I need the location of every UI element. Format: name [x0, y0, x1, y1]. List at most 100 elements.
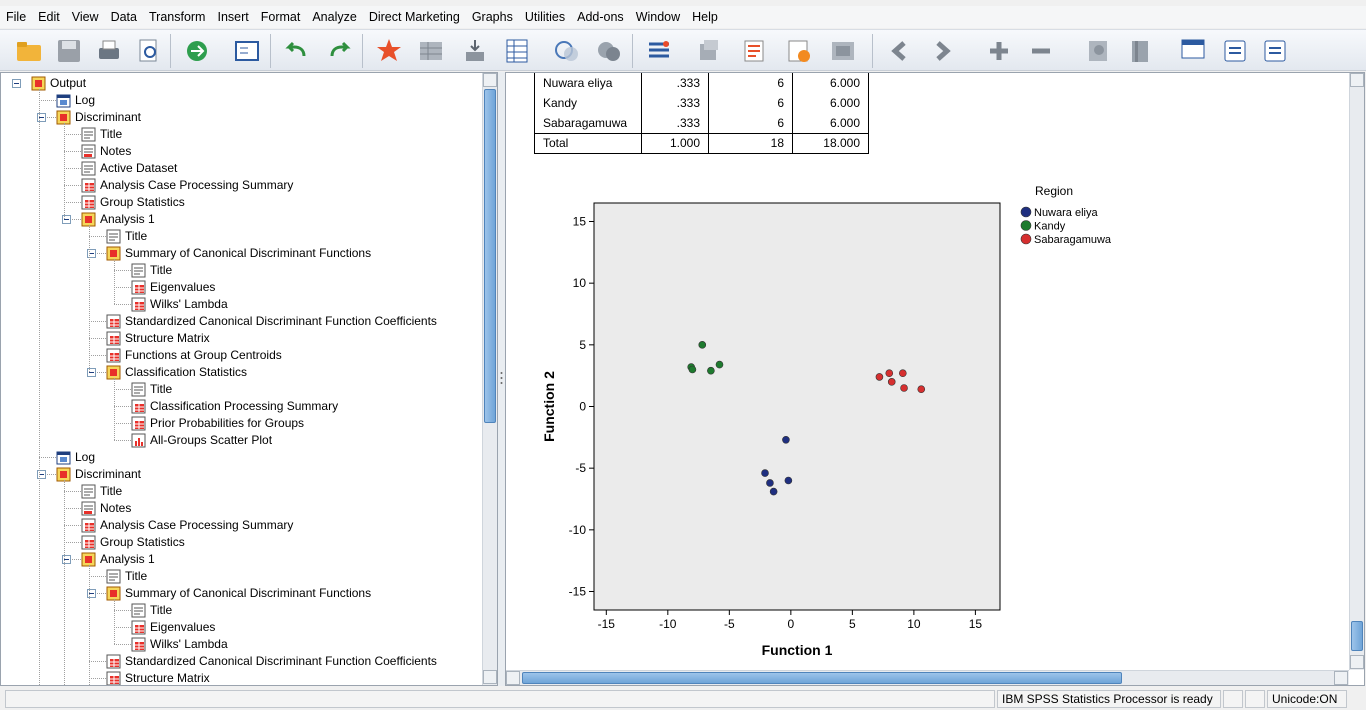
menu-edit[interactable]: Edit: [38, 10, 60, 24]
output-outline-pane[interactable]: Output Log Discriminant Title Notes Active Da…: [0, 72, 498, 686]
outline-item-summary-of-canonical-discriminant-functions[interactable]: Summary of Canonical Discriminant Functi…: [106, 585, 371, 602]
undo-icon[interactable]: [280, 34, 314, 68]
outline-item-summary-of-canonical-discriminant-functions[interactable]: Summary of Canonical Discriminant Functi…: [106, 245, 371, 262]
content-vertical-scrollbar[interactable]: [1349, 73, 1364, 670]
outline-item-classification-statistics[interactable]: Classification Statistics: [106, 364, 247, 381]
collapse-toggle-icon[interactable]: [87, 368, 96, 377]
outline-item-title[interactable]: Title: [81, 126, 122, 143]
outline-item-title[interactable]: Title: [106, 568, 147, 585]
scrollbar-thumb[interactable]: [1351, 621, 1363, 651]
export-icon[interactable]: [180, 34, 214, 68]
outline-item-classification-processing-summary[interactable]: Classification Processing Summary: [131, 398, 338, 415]
outline-item-functions-at-group-centroids[interactable]: Functions at Group Centroids: [106, 347, 282, 364]
scroll-down-arrow-icon[interactable]: [1350, 655, 1364, 669]
split-icon[interactable]: [1258, 34, 1292, 68]
outline-item-title[interactable]: Title: [131, 262, 172, 279]
collapse-toggle-icon[interactable]: [12, 79, 21, 88]
menu-help[interactable]: Help: [692, 10, 718, 24]
outline-item-title[interactable]: Title: [131, 381, 172, 398]
pivot-icon[interactable]: [1218, 34, 1252, 68]
scrollbar-thumb[interactable]: [484, 89, 496, 423]
scroll-left-arrow-icon[interactable]: [506, 671, 520, 685]
collapse-toggle-icon[interactable]: [62, 215, 71, 224]
goto-case-icon[interactable]: [414, 34, 448, 68]
menu-format[interactable]: Format: [260, 10, 301, 24]
outline-item-all-groups-scatter-plot[interactable]: All-Groups Scatter Plot: [131, 432, 272, 449]
outline-item-group-statistics[interactable]: Group Statistics: [81, 534, 185, 551]
outline-item-structure-matrix[interactable]: Structure Matrix: [106, 670, 210, 685]
menu-analyze[interactable]: Analyze: [312, 10, 357, 24]
promote-icon[interactable]: [692, 34, 726, 68]
expand-icon[interactable]: [782, 34, 816, 68]
print-preview-icon[interactable]: [132, 34, 166, 68]
outline-item-log[interactable]: Log: [56, 449, 95, 466]
menu-view[interactable]: View: [71, 10, 99, 24]
outline-item-analysis-1[interactable]: Analysis 1: [81, 551, 155, 568]
open-icon[interactable]: [12, 34, 46, 68]
outline-item-standardized-canonical-discriminant-function-coefficients[interactable]: Standardized Canonical Discriminant Func…: [106, 313, 437, 330]
menu-data[interactable]: Data: [110, 10, 137, 24]
menu-window[interactable]: Window: [635, 10, 681, 24]
collapse-toggle-icon[interactable]: [87, 589, 96, 598]
outline-item-output[interactable]: Output: [31, 75, 86, 92]
scrollbar-thumb[interactable]: [522, 672, 1122, 684]
menu-utilities[interactable]: Utilities: [524, 10, 566, 24]
outline-item-wilks-lambda[interactable]: Wilks' Lambda: [131, 296, 228, 313]
hide-icon[interactable]: [926, 34, 960, 68]
outline-item-title[interactable]: Title: [106, 228, 147, 245]
outline-item-standardized-canonical-discriminant-function-coefficients[interactable]: Standardized Canonical Discriminant Func…: [106, 653, 437, 670]
redo-icon[interactable]: [322, 34, 356, 68]
outline-item-analysis-case-processing-summary[interactable]: Analysis Case Processing Summary: [81, 517, 293, 534]
outline-item-prior-probabilities-for-groups[interactable]: Prior Probabilities for Groups: [131, 415, 304, 432]
show-all-variables-icon[interactable]: [592, 34, 626, 68]
outline-item-eigenvalues[interactable]: Eigenvalues: [131, 279, 215, 296]
scroll-up-arrow-icon[interactable]: [1350, 73, 1364, 87]
collapse-toggle-icon[interactable]: [87, 249, 96, 258]
outline-item-discriminant[interactable]: Discriminant: [56, 466, 141, 483]
goto-data-icon[interactable]: [372, 34, 406, 68]
menu-graphs[interactable]: Graphs: [471, 10, 513, 24]
outline-item-analysis-case-processing-summary[interactable]: Analysis Case Processing Summary: [81, 177, 293, 194]
outline-item-title[interactable]: Title: [81, 483, 122, 500]
menu-file[interactable]: File: [6, 10, 27, 24]
outline-item-notes[interactable]: Notes: [81, 500, 131, 517]
recall-dialog-icon[interactable]: [230, 34, 264, 68]
collapse-toggle-icon[interactable]: [62, 555, 71, 564]
outline-item-structure-matrix[interactable]: Structure Matrix: [106, 330, 210, 347]
save-icon[interactable]: [52, 34, 86, 68]
content-horizontal-scrollbar[interactable]: [506, 670, 1349, 685]
spelling-icon[interactable]: [642, 34, 676, 68]
outline-item-wilks-lambda[interactable]: Wilks' Lambda: [131, 636, 228, 653]
designate-window-icon[interactable]: [1124, 34, 1158, 68]
outline-item-active-dataset[interactable]: Active Dataset: [81, 160, 177, 177]
run-script-icon[interactable]: [1176, 34, 1210, 68]
menu-insert[interactable]: Insert: [217, 10, 249, 24]
collapse-toggle-icon[interactable]: [37, 113, 46, 122]
output-content-pane[interactable]: Nuwara eliya .333 6 6.000 Kandy .333 6 6.000 Sab…: [505, 72, 1365, 686]
outline-item-notes[interactable]: Notes: [81, 143, 131, 160]
collapse-toggle-icon[interactable]: [37, 470, 46, 479]
outline-item-eigenvalues[interactable]: Eigenvalues: [131, 619, 215, 636]
demote-icon[interactable]: [738, 34, 772, 68]
insert-heading-icon[interactable]: [982, 34, 1016, 68]
menu-add-ons[interactable]: Add-ons: [577, 10, 624, 24]
outline-item-group-statistics[interactable]: Group Statistics: [81, 194, 185, 211]
use-sets-icon[interactable]: [550, 34, 584, 68]
insert-title-icon[interactable]: [1024, 34, 1058, 68]
collapse-icon[interactable]: [826, 34, 860, 68]
all-groups-scatter-plot[interactable]: -15 -10 -5 0 5 10 15 15 10 5 0 -5 -10 -15 Function 1 Fu…: [536, 181, 1136, 681]
scroll-down-arrow-icon[interactable]: [483, 670, 497, 684]
outline-item-analysis-1[interactable]: Analysis 1: [81, 211, 155, 228]
scroll-up-arrow-icon[interactable]: [483, 73, 497, 87]
print-icon[interactable]: [92, 34, 126, 68]
menu-transform[interactable]: Transform: [148, 10, 206, 24]
scroll-right-arrow-icon[interactable]: [1334, 671, 1348, 685]
outline-vertical-scrollbar[interactable]: [482, 73, 497, 685]
show-icon[interactable]: [882, 34, 916, 68]
outline-item-title[interactable]: Title: [131, 602, 172, 619]
goto-variable-icon[interactable]: [458, 34, 492, 68]
variables-icon[interactable]: [500, 34, 534, 68]
insert-text-icon[interactable]: [1082, 34, 1116, 68]
pane-splitter[interactable]: [498, 72, 505, 686]
menu-direct-marketing[interactable]: Direct Marketing: [368, 10, 460, 24]
